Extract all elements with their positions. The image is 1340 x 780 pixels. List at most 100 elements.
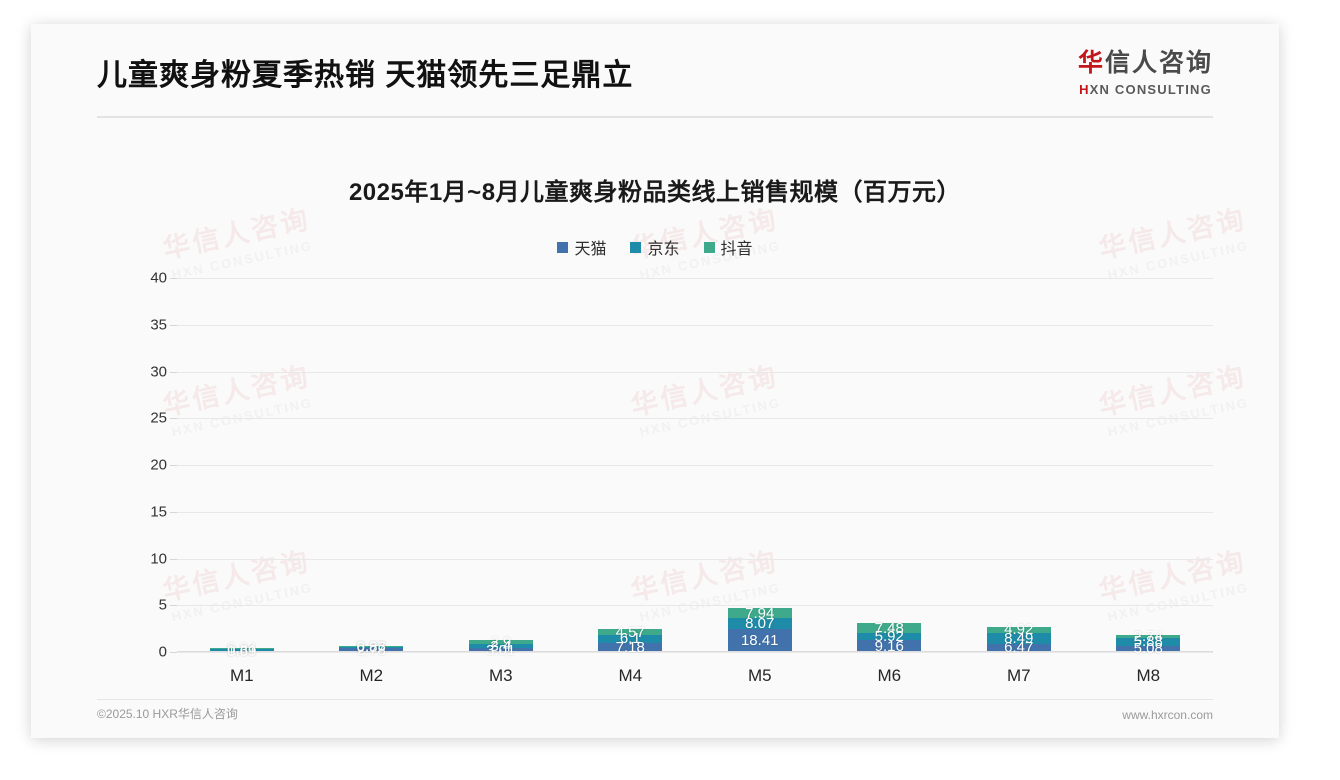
bar-value-label: 3.4	[490, 637, 512, 655]
x-axis-tick-label: M2	[359, 666, 384, 685]
bar-segment-天猫-M5[interactable]: 18.41	[727, 628, 792, 652]
y-axis-tick-mark	[170, 324, 177, 326]
gridline	[170, 465, 1213, 466]
bar-value-label: 0.84	[227, 640, 257, 658]
bar-group-M3[interactable]: 2.9 3.4 3.01 M3	[436, 278, 566, 685]
bar-stack: 7.94 8.07 18.41	[727, 601, 792, 652]
x-axis-tick-label: M6	[877, 666, 902, 685]
brand-logo-cn-red: 华	[1077, 49, 1105, 77]
bar-segment-京东-M3[interactable]: 3.4	[468, 638, 533, 655]
y-axis-tick-label: 15	[150, 503, 167, 521]
legend-item-京东[interactable]: 京东	[630, 235, 680, 259]
y-axis-tick-mark	[170, 605, 177, 607]
brand-logo-cn-rest: 信人咨询	[1104, 49, 1213, 77]
bar-segment-天猫-M6[interactable]: 9.16	[857, 637, 922, 655]
slide-header: 儿童爽身粉夏季热销 天猫领先三足鼎立 华信人咨询 HXN CONSULTING	[31, 24, 1279, 119]
bar-segment-天猫-M1[interactable]: 0.69	[209, 643, 274, 660]
bar-value-label: 0.83	[356, 638, 386, 656]
bar-value-label: 2.74	[1133, 627, 1163, 645]
bar-stack: 4.57 6.1 7.18	[598, 601, 663, 656]
bar-segment-京东-M6[interactable]: 5.92	[857, 628, 922, 645]
x-axis-tick-label: M4	[618, 666, 643, 685]
y-axis-tick-label: 10	[150, 550, 167, 567]
bar-segment-天猫-M3[interactable]: 3.01	[468, 642, 533, 659]
legend-item-天猫[interactable]: 天猫	[557, 235, 606, 259]
bar-segment-抖音-M8[interactable]: 2.74	[1116, 628, 1181, 645]
bar-stack: 0.84 1.31 0.69	[209, 601, 274, 660]
x-axis-tick-label: M7	[1006, 666, 1031, 685]
chart-bars: 0.84 1.31 0.69 M1 0.83 0.87 2.78 M2 2.9 3.4 3.01 M3…	[177, 278, 1214, 685]
bar-value-label: 0.69	[227, 643, 257, 661]
x-axis-tick-label: M3	[488, 666, 513, 685]
gridline	[170, 558, 1213, 560]
bar-segment-天猫-M7[interactable]: 6.47	[986, 639, 1051, 656]
x-axis-line	[177, 651, 1213, 652]
brand-logo-en-rest: XN CONSULTING	[1089, 81, 1212, 97]
bar-value-label: 7.94	[745, 604, 775, 622]
x-axis-tick-label: M8	[1136, 666, 1161, 685]
bar-group-M2[interactable]: 0.83 0.87 2.78 M2	[307, 278, 437, 685]
legend-swatch-icon	[630, 241, 642, 253]
y-axis-tick-label: 0	[158, 643, 167, 661]
gridline	[170, 652, 1213, 653]
y-axis-tick-mark	[170, 371, 177, 373]
bar-value-label: 8.49	[1004, 629, 1034, 647]
gridline	[170, 324, 1213, 326]
bar-value-label: 18.41	[740, 631, 779, 649]
x-axis-tick-label: M5	[747, 666, 772, 685]
bar-group-M5[interactable]: 7.94 8.07 18.41 M5	[695, 278, 825, 685]
bar-segment-京东-M1[interactable]: 1.31	[209, 642, 274, 659]
y-axis-tick-label: 20	[150, 456, 167, 474]
bar-value-label: 6.47	[1004, 639, 1034, 657]
legend-item-抖音[interactable]: 抖音	[703, 235, 753, 259]
footer-website: www.hxrcon.com	[1122, 708, 1213, 722]
bar-group-M6[interactable]: 7.48 5.92 9.16 M6	[825, 278, 955, 685]
bar-segment-京东-M4[interactable]: 6.1	[598, 630, 663, 647]
bar-segment-天猫-M8[interactable]: 5.08	[1116, 640, 1181, 657]
bar-value-label: 2.9	[490, 633, 512, 651]
brand-logo-en-red: H	[1079, 81, 1090, 97]
chart-legend: 天猫 京东 抖音	[31, 235, 1279, 259]
bar-value-label: 5.88	[1133, 633, 1163, 651]
y-axis-tick-label: 30	[150, 363, 167, 380]
y-axis-tick-mark	[170, 465, 177, 466]
gridline	[170, 511, 1213, 513]
bar-value-label: 0.87	[356, 639, 386, 657]
bar-value-label: 3.01	[486, 641, 516, 659]
bar-value-label: 6.1	[619, 630, 641, 648]
bar-segment-抖音-M5[interactable]: 7.94	[727, 605, 792, 622]
bar-segment-抖音-M4[interactable]: 4.57	[598, 624, 663, 641]
brand-logo: 华信人咨询 HXN CONSULTING	[1077, 49, 1213, 97]
bar-group-M8[interactable]: 2.74 5.88 5.08 M8	[1084, 278, 1214, 685]
bar-value-label: 5.92	[874, 628, 904, 646]
header-divider	[97, 116, 1213, 118]
y-axis-tick-label: 35	[150, 316, 167, 334]
bar-group-M4[interactable]: 4.57 6.1 7.18 M4	[566, 278, 696, 685]
legend-swatch-icon	[557, 241, 569, 253]
bar-segment-抖音-M6[interactable]: 7.48	[857, 620, 922, 637]
y-axis-tick-mark	[170, 278, 177, 279]
bar-segment-抖音-M1[interactable]: 0.84	[209, 640, 274, 657]
bar-segment-抖音-M3[interactable]: 2.9	[468, 634, 533, 651]
bar-stack: 4.92 8.49 6.47	[986, 601, 1051, 656]
bar-segment-京东-M8[interactable]: 5.88	[1116, 633, 1181, 650]
bar-group-M7[interactable]: 4.92 8.49 6.47 M7	[954, 278, 1084, 685]
bar-segment-京东-M5[interactable]: 8.07	[727, 615, 792, 632]
bar-value-label: 4.92	[1004, 621, 1034, 639]
bar-segment-天猫-M4[interactable]: 7.18	[598, 639, 663, 656]
bar-segment-京东-M2[interactable]: 0.87	[339, 639, 404, 656]
y-axis-tick-mark	[170, 418, 177, 420]
bar-segment-抖音-M7[interactable]: 4.92	[986, 621, 1051, 638]
gridline	[170, 605, 1213, 607]
bar-value-label: 9.16	[874, 637, 904, 655]
bar-segment-抖音-M2[interactable]: 0.83	[339, 638, 404, 655]
legend-label: 天猫	[574, 241, 607, 258]
bar-segment-京东-M7[interactable]: 8.49	[986, 629, 1051, 647]
bar-stack: 2.9 3.4 3.01	[468, 601, 533, 659]
page-title: 儿童爽身粉夏季热销 天猫领先三足鼎立	[97, 59, 634, 92]
legend-label: 抖音	[720, 241, 753, 258]
bar-value-label: 4.57	[615, 623, 645, 641]
bar-group-M1[interactable]: 0.84 1.31 0.69 M1	[177, 278, 307, 685]
bar-segment-天猫-M2[interactable]: 2.78	[339, 642, 404, 659]
y-axis-tick-mark	[170, 558, 177, 560]
